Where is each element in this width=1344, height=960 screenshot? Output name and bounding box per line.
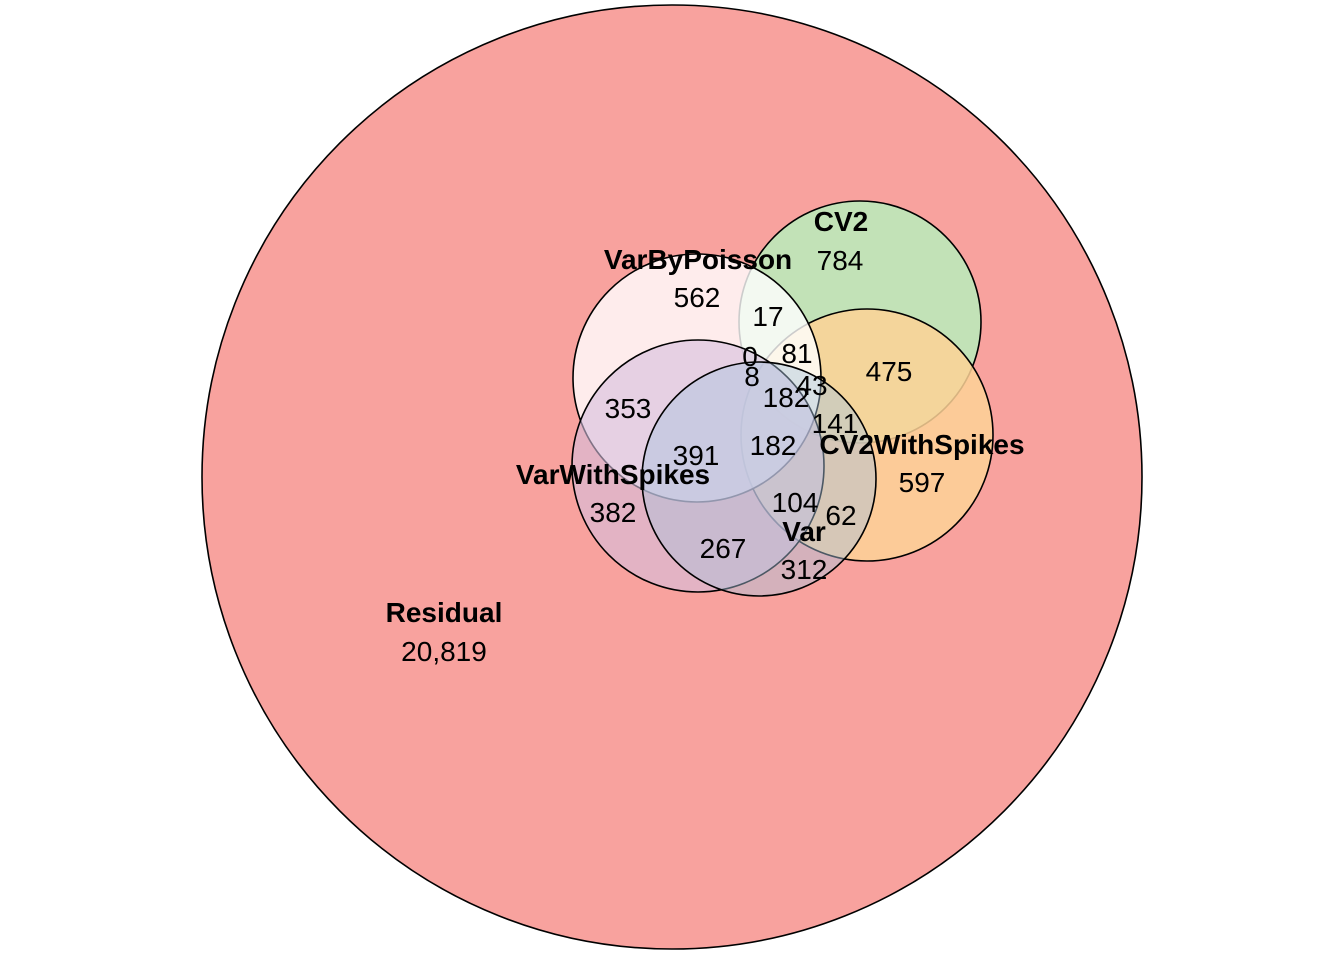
- var-count: 312: [781, 554, 828, 585]
- intersection-count: 353: [605, 393, 652, 424]
- residual-label: Residual: [386, 597, 503, 628]
- cv2-label: CV2: [814, 206, 868, 237]
- var-circle: [641, 361, 877, 597]
- intersection-count: 17: [752, 301, 783, 332]
- intersection-count: 475: [866, 356, 913, 387]
- intersection-count: 81: [781, 338, 812, 369]
- intersection-count: 62: [825, 500, 856, 531]
- intersection-count: 43: [796, 370, 827, 401]
- intersection-count: 182: [750, 430, 797, 461]
- cv2withspikes-label: CV2WithSpikes: [819, 429, 1024, 460]
- varwithspikes-label: VarWithSpikes: [516, 459, 710, 490]
- intersection-count: 391: [673, 440, 720, 471]
- var-label: Var: [782, 516, 826, 547]
- intersection-count: 104: [772, 487, 819, 518]
- intersection-count: 182: [763, 382, 810, 413]
- varbypoisson-count: 562: [674, 282, 721, 313]
- intersection-count: 267: [700, 533, 747, 564]
- intersection-count: 141: [812, 408, 859, 439]
- varbypoisson-label: VarByPoisson: [604, 244, 792, 275]
- varwithspikes-count: 382: [590, 497, 637, 528]
- residual-count: 20,819: [401, 636, 487, 667]
- cv2-count: 784: [817, 245, 864, 276]
- intersection-count: 0: [742, 341, 758, 372]
- intersection-count: 8: [744, 361, 760, 392]
- varwithspikes-circle: [571, 339, 825, 593]
- cv2withspikes-count: 597: [899, 467, 946, 498]
